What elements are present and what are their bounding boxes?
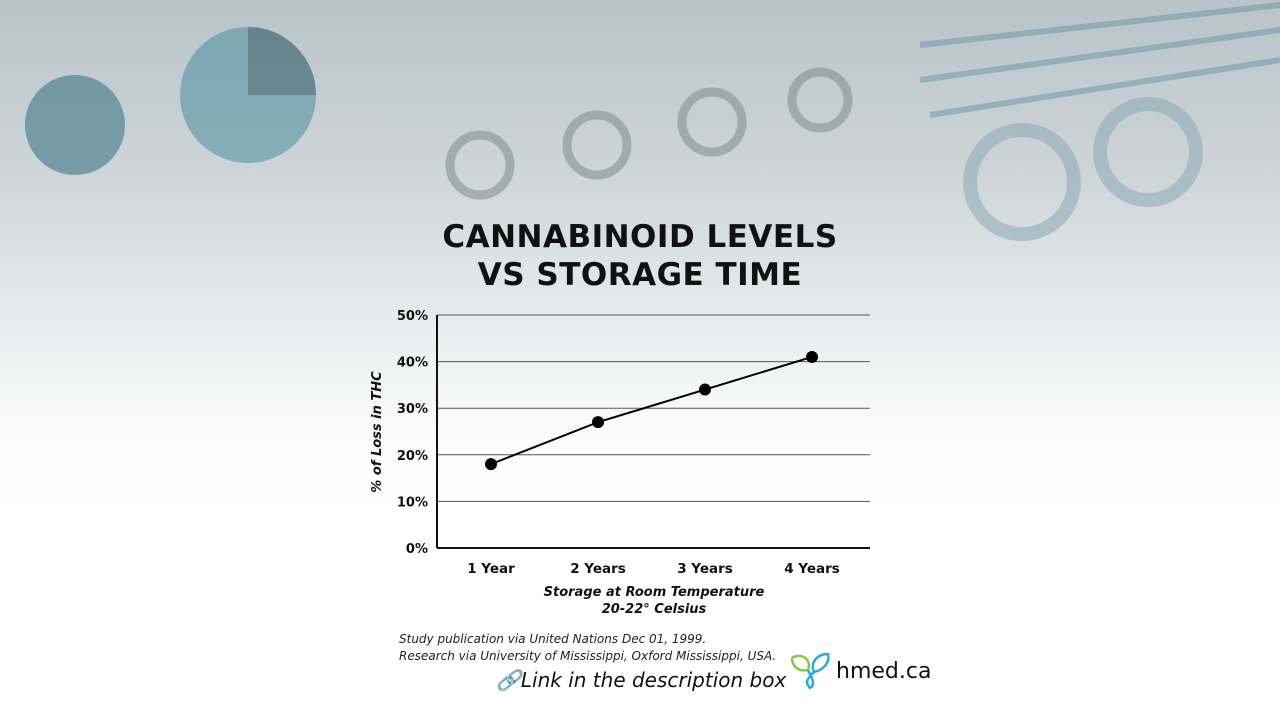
- link-icon: 🔗: [496, 668, 521, 692]
- x-axis-label: Storage at Room Temperature: [544, 585, 765, 600]
- y-tick-label: 30%: [397, 402, 428, 417]
- x-tick-label: 4 Years: [784, 561, 840, 577]
- data-point: [592, 416, 604, 429]
- title-line-1: CANNABINOID LEVELS: [442, 219, 838, 255]
- brand-name: hmed.ca: [836, 658, 932, 684]
- y-tick-label: 0%: [406, 542, 428, 557]
- y-tick-label: 40%: [397, 356, 428, 371]
- source-line-1: Study publication via United Nations Dec…: [399, 632, 707, 646]
- x-tick-label: 1 Year: [467, 561, 515, 577]
- source-line-2: Research via University of Mississippi, …: [399, 649, 777, 663]
- data-point: [699, 383, 711, 396]
- chart-title: CANNABINOID LEVELS VS STORAGE TIME: [0, 218, 1280, 294]
- hmed-logo[interactable]: hmed.ca: [788, 650, 931, 692]
- leaf-logo-icon: [790, 652, 830, 690]
- x-tick-label: 3 Years: [677, 561, 733, 577]
- description-link[interactable]: 🔗Link in the description box: [496, 668, 786, 692]
- data-point: [485, 458, 497, 471]
- y-tick-label: 10%: [397, 495, 428, 510]
- y-tick-label: 50%: [397, 309, 428, 324]
- y-tick-label: 20%: [397, 449, 428, 464]
- x-tick-label: 2 Years: [570, 561, 626, 577]
- y-axis-label: % of Loss in THC: [370, 371, 385, 493]
- data-point: [806, 350, 818, 363]
- link-text: Link in the description box: [520, 668, 787, 692]
- x-axis-label: 20-22° Celsius: [602, 602, 707, 617]
- title-line-2: VS STORAGE TIME: [477, 257, 803, 293]
- series-line: [490, 355, 813, 466]
